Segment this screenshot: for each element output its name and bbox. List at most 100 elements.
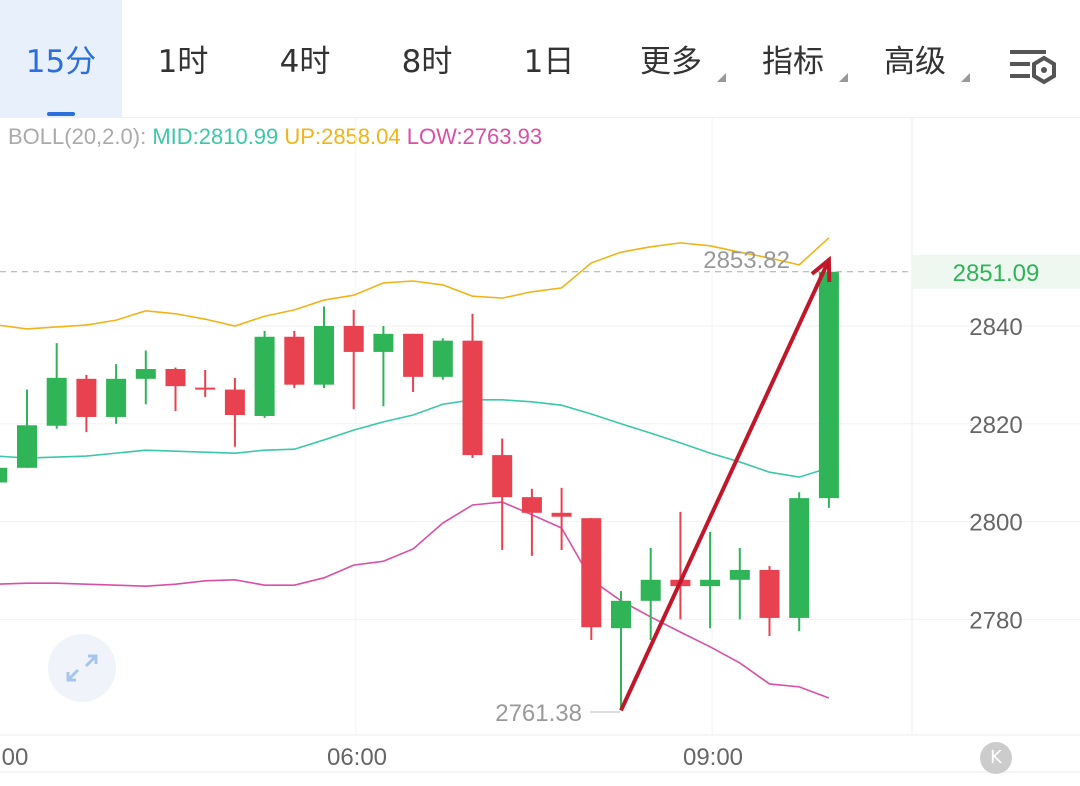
- candle: [135, 350, 156, 405]
- boll-legend: BOLL(20,2.0): MID:2810.99 UP:2858.04 LOW…: [8, 124, 542, 150]
- tab-3[interactable]: 8时: [366, 0, 488, 118]
- x-tick-label: 06:00: [327, 744, 387, 771]
- tab-7[interactable]: 高级: [854, 0, 976, 118]
- y-tick-label: 2840: [969, 314, 1022, 341]
- candle: [106, 364, 127, 424]
- candle: [224, 377, 245, 447]
- tab-0[interactable]: 15分: [0, 0, 122, 118]
- tab-label: 8时: [401, 44, 453, 80]
- high-price-label: 2853.82: [703, 247, 790, 274]
- candle-body: [76, 378, 97, 417]
- candle: [76, 374, 97, 433]
- x-tick-label: 00: [2, 744, 29, 771]
- candle: [284, 330, 305, 389]
- boll-up: UP:2858.04: [284, 124, 401, 149]
- tab-label: 4时: [279, 44, 331, 80]
- scroll-to-latest-button[interactable]: K: [980, 742, 1012, 774]
- tab-6[interactable]: 指标: [732, 0, 854, 118]
- chart-settings-icon[interactable]: [1008, 46, 1058, 86]
- candle-body: [432, 340, 453, 377]
- candle: [581, 518, 602, 640]
- candle: [759, 566, 780, 637]
- tab-2[interactable]: 4时: [244, 0, 366, 118]
- boll-name: BOLL(20,2.0):: [8, 124, 147, 149]
- candle-body: [700, 579, 721, 587]
- candle-body: [759, 570, 780, 618]
- candle: [46, 343, 67, 429]
- x-tick-label: 09:00: [683, 744, 743, 771]
- boll-up-line: [0, 237, 830, 330]
- timeframe-tabs: 15分 1时 4时 8时 1日 更多 指标 高级: [0, 0, 1080, 118]
- candle: [314, 306, 334, 389]
- candle-body: [195, 387, 216, 390]
- candle-body: [789, 498, 810, 618]
- candle: [551, 487, 572, 550]
- y-tick-label: 2780: [969, 607, 1022, 634]
- candle-body: [373, 333, 394, 352]
- candle-body: [343, 326, 364, 352]
- candle: [729, 548, 750, 620]
- boll-mid: MID:2810.99: [152, 124, 279, 149]
- last-price-label: 2851.09: [953, 260, 1040, 287]
- candle-body: [818, 271, 839, 499]
- dropdown-triangle-icon: [717, 72, 726, 82]
- tab-1[interactable]: 1时: [122, 0, 244, 118]
- candle: [254, 330, 275, 418]
- candle: [818, 258, 839, 508]
- candle-body: [581, 518, 602, 628]
- tab-label: 指标: [762, 44, 824, 80]
- tab-label: 更多: [640, 44, 702, 80]
- boll-low: LOW:2763.93: [406, 124, 543, 149]
- low-price-label: 2761.38: [495, 700, 582, 727]
- candle: [462, 313, 483, 459]
- expand-chart-button[interactable]: [48, 634, 116, 702]
- candle-body: [521, 497, 542, 513]
- dropdown-triangle-icon: [839, 72, 848, 82]
- candle-body: [729, 570, 750, 580]
- candle: [195, 370, 216, 397]
- boll-low-line: [0, 501, 830, 699]
- candle-body: [165, 369, 186, 387]
- candle-body: [0, 467, 8, 483]
- tab-5[interactable]: 更多: [610, 0, 732, 118]
- candle-body: [314, 326, 334, 385]
- last-price-bg: [912, 254, 1080, 289]
- candle-body: [403, 333, 424, 377]
- candle: [521, 488, 542, 556]
- candle: [17, 389, 37, 468]
- candle-body: [46, 377, 67, 426]
- candle: [165, 367, 186, 412]
- candle-body: [254, 336, 275, 416]
- candle-body: [224, 389, 245, 415]
- tab-4[interactable]: 1日: [488, 0, 610, 118]
- candle-body: [106, 378, 127, 417]
- tab-label: 高级: [884, 44, 946, 80]
- candle-body: [17, 425, 37, 468]
- candle: [789, 492, 810, 632]
- candle: [373, 326, 394, 407]
- candle: [403, 333, 424, 393]
- candle: [700, 531, 721, 629]
- candle: [611, 591, 631, 711]
- candle: [0, 467, 8, 483]
- dropdown-triangle-icon: [961, 72, 970, 82]
- candle-body: [135, 369, 156, 379]
- tab-label: 15分: [25, 44, 97, 80]
- candle-body: [640, 579, 661, 601]
- boll-mid-line: [0, 399, 830, 478]
- trend-arrow-head: [810, 255, 832, 283]
- candle-body: [492, 455, 513, 498]
- tab-label: 1日: [523, 44, 575, 80]
- candle-body: [551, 512, 572, 517]
- candle-body: [611, 600, 631, 629]
- candle-body: [284, 336, 305, 385]
- candle: [640, 548, 661, 640]
- candle: [432, 338, 453, 380]
- candle-body: [462, 340, 483, 456]
- candle: [492, 438, 513, 550]
- candle: [343, 309, 364, 410]
- y-tick-label: 2800: [969, 510, 1022, 537]
- y-tick-label: 2820: [969, 412, 1022, 439]
- expand-icon: [66, 654, 98, 682]
